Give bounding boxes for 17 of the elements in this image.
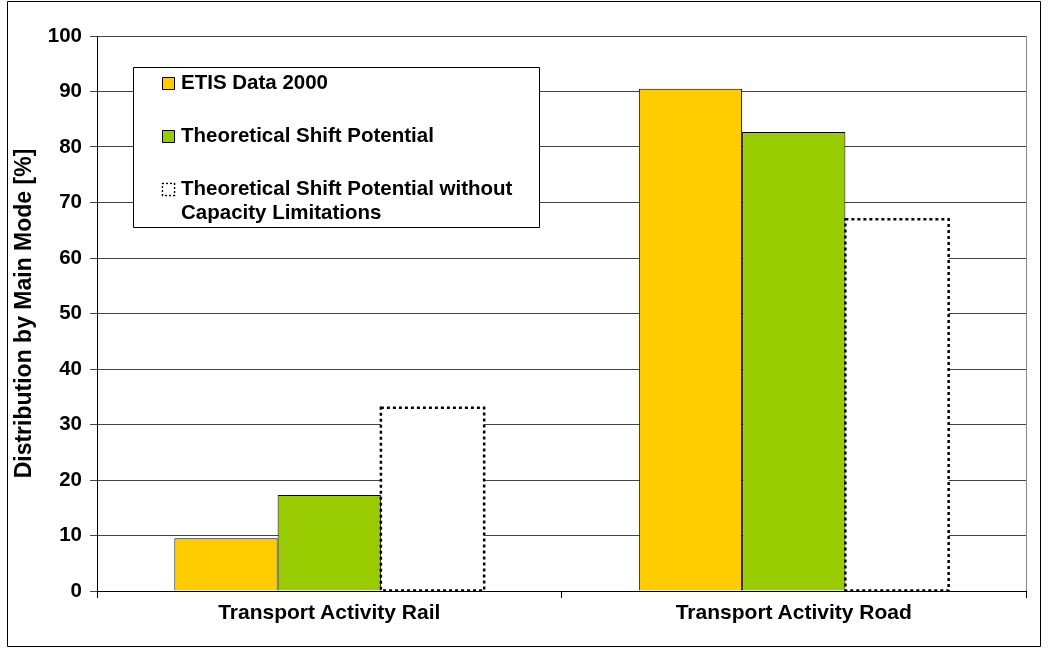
y-tick-label: 0 <box>70 577 82 601</box>
y-tick-label: 70 <box>59 189 82 213</box>
legend-label: Theoretical Shift Potential without Capacity Limitations <box>181 175 513 223</box>
y-tick-label: 30 <box>59 411 82 435</box>
y-tick-label: 80 <box>59 133 82 157</box>
y-tick-label: 40 <box>59 355 82 379</box>
y-tick-label: 50 <box>59 300 82 324</box>
legend-label: Theoretical Shift Potential <box>181 122 434 146</box>
y-tick-label: 60 <box>59 244 82 268</box>
y-axis-title: Distribution by Main Mode [%] <box>10 148 37 479</box>
y-tick-label: 90 <box>59 78 82 102</box>
x-tick-label: Transport Activity Road <box>675 600 912 624</box>
legend-label: ETIS Data 2000 <box>181 69 328 93</box>
y-tick-label: 100 <box>47 22 82 46</box>
y-tick-label: 20 <box>59 466 82 490</box>
x-tick-label: Transport Activity Rail <box>218 600 441 624</box>
y-tick-label: 10 <box>59 522 82 546</box>
